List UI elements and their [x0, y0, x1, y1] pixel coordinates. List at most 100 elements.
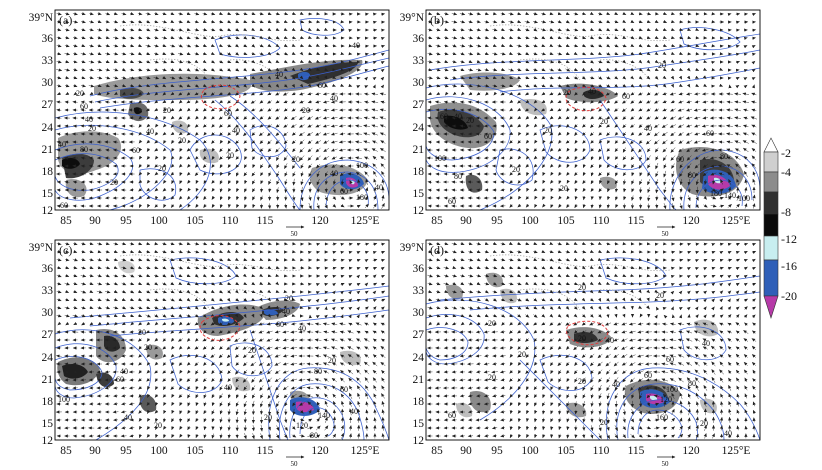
wind-vector	[291, 67, 296, 72]
svg-text:20: 20	[518, 350, 526, 359]
svg-text:60: 60	[484, 132, 492, 141]
wind-vector	[283, 67, 288, 72]
svg-text:120: 120	[682, 445, 700, 457]
wind-vector	[105, 44, 110, 48]
wind-vector	[275, 12, 280, 16]
wind-vector	[324, 60, 329, 64]
svg-text:20: 20	[178, 136, 186, 145]
svg-text:100: 100	[58, 395, 70, 404]
wind-vector	[267, 51, 272, 56]
wind-vector	[72, 12, 78, 16]
svg-text:60: 60	[340, 385, 348, 394]
wind-vector	[72, 20, 79, 24]
svg-text:21: 21	[42, 144, 54, 156]
map-panel-a: (a) 40 40 60 40 20 60 40 20 20 20 60 40 …	[29, 9, 390, 238]
longitude-axis-labels: 85 90 95 100 105 110 115 120 125°E	[431, 445, 750, 457]
wind-vector	[267, 12, 272, 15]
wind-vector	[226, 44, 232, 48]
wind-vector	[154, 20, 159, 24]
wind-vector	[218, 28, 224, 32]
svg-text:30: 30	[42, 307, 54, 319]
svg-text:40: 40	[612, 380, 620, 389]
svg-text:115: 115	[257, 445, 274, 457]
wind-vector	[202, 36, 207, 40]
wind-vector	[137, 12, 143, 16]
wind-vector	[315, 43, 320, 47]
wind-vector	[81, 60, 86, 64]
svg-text:20: 20	[226, 151, 234, 160]
wind-vector	[105, 36, 110, 40]
wind-vector	[64, 12, 70, 16]
wind-vector	[243, 20, 248, 23]
colorbar-tick: -4	[781, 165, 791, 179]
wind-vector	[105, 68, 111, 72]
wind-vector	[267, 59, 272, 64]
wind-vector	[308, 43, 313, 47]
wind-vector	[332, 59, 337, 63]
wind-vector	[65, 20, 70, 23]
svg-text:39°N: 39°N	[29, 242, 54, 254]
wind-vector	[186, 44, 192, 48]
svg-text:40: 40	[58, 140, 66, 149]
panel-label: (c)	[59, 243, 72, 257]
colorbar-segment	[763, 235, 779, 261]
wind-vector	[105, 20, 110, 24]
wind-vector	[316, 28, 321, 32]
svg-text:80: 80	[314, 367, 322, 376]
svg-text:20: 20	[656, 291, 664, 300]
wind-vector	[178, 60, 184, 64]
colorbar-tick: -2	[781, 146, 791, 160]
svg-text:20: 20	[466, 116, 474, 125]
wind-vector	[145, 44, 151, 48]
wind-vector	[146, 60, 151, 64]
svg-text:18: 18	[413, 166, 425, 178]
wind-vector	[227, 12, 232, 16]
svg-text:105: 105	[557, 215, 575, 227]
svg-text:36: 36	[413, 33, 425, 45]
wind-vector	[300, 36, 304, 40]
svg-text:20: 20	[488, 373, 496, 382]
wind-vector	[89, 52, 94, 56]
wind-vector	[121, 28, 127, 32]
svg-text:15: 15	[413, 188, 425, 200]
wind-vector	[259, 52, 264, 56]
svg-text:180: 180	[356, 193, 368, 202]
wind-vector	[194, 68, 200, 72]
wind-vector	[299, 20, 305, 24]
wind-vector	[372, 52, 377, 56]
wind-vector	[283, 35, 288, 39]
wind-vector	[105, 60, 110, 64]
wind-vector	[81, 68, 86, 72]
wind-vector	[365, 12, 369, 16]
colorbar-segment	[763, 213, 779, 237]
svg-text:80: 80	[720, 152, 728, 161]
wind-vector	[292, 36, 297, 40]
svg-text:40: 40	[330, 94, 338, 103]
vector-scale: 50	[286, 455, 305, 468]
wind-vector	[324, 52, 329, 56]
wind-vector	[113, 28, 119, 32]
wind-vector	[146, 52, 151, 56]
svg-text:15: 15	[42, 418, 54, 430]
wind-vector	[267, 43, 272, 48]
wind-vector	[259, 59, 264, 64]
svg-text:60: 60	[448, 197, 456, 206]
svg-text:60: 60	[276, 320, 284, 329]
wind-vector	[372, 36, 378, 40]
svg-text:15: 15	[42, 188, 54, 200]
svg-text:40: 40	[85, 115, 93, 124]
wind-vector	[324, 67, 329, 71]
wind-vector	[138, 43, 143, 48]
svg-text:95: 95	[120, 215, 132, 227]
wind-vector	[259, 35, 264, 40]
wind-vector	[235, 28, 240, 32]
wind-vector	[130, 60, 135, 64]
wind-vector	[307, 27, 312, 31]
wind-vector	[137, 20, 143, 24]
wind-vector	[146, 28, 151, 32]
latitude-axis-labels: 39°N 36 33 30 27 24 21 18 15 12	[400, 242, 425, 447]
svg-text:20: 20	[163, 106, 171, 115]
wind-vector	[89, 36, 94, 40]
svg-text:20: 20	[158, 164, 166, 173]
